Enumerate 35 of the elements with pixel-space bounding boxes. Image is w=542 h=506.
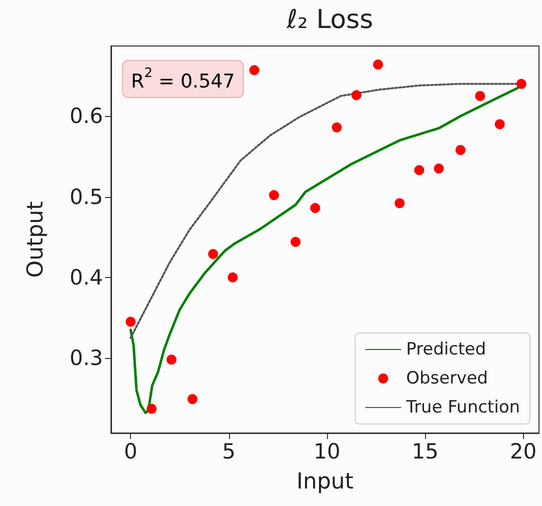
- point: [310, 203, 320, 214]
- point: [332, 122, 342, 132]
- point: [475, 90, 486, 101]
- point: [494, 119, 505, 130]
- point: [146, 404, 157, 414]
- point: [516, 78, 526, 89]
- x-tick-label: 10: [314, 440, 340, 464]
- point: [126, 316, 136, 327]
- point: [228, 272, 238, 282]
- legend-label: True Function: [405, 398, 520, 418]
- point: [249, 65, 260, 76]
- x-tick-label: 15: [412, 440, 438, 464]
- y-axis-title: Output: [24, 200, 48, 278]
- point: [290, 236, 301, 247]
- point: [187, 394, 198, 404]
- point: [373, 60, 384, 70]
- y-tick-label: 0.5: [70, 184, 103, 209]
- y-tick-label: 0.4: [70, 265, 103, 290]
- point: [434, 164, 444, 174]
- x-tick-label: 0: [124, 440, 138, 464]
- legend-label: Observed: [406, 368, 488, 388]
- point: [268, 190, 279, 200]
- y-tick-label: 0.6: [70, 104, 103, 128]
- x-tick-label: 20: [510, 440, 537, 464]
- point: [394, 198, 405, 208]
- chart-title: ℓ₂ Loss: [286, 5, 374, 35]
- legend-label: Predicted: [406, 340, 486, 360]
- point: [351, 90, 362, 100]
- point: [166, 354, 176, 365]
- point: [414, 165, 424, 176]
- point: [208, 249, 218, 260]
- y-tick-label: 0.3: [70, 346, 103, 370]
- x-tick-label: 5: [222, 440, 236, 464]
- point: [455, 145, 466, 156]
- x-axis-title: Input: [296, 470, 354, 494]
